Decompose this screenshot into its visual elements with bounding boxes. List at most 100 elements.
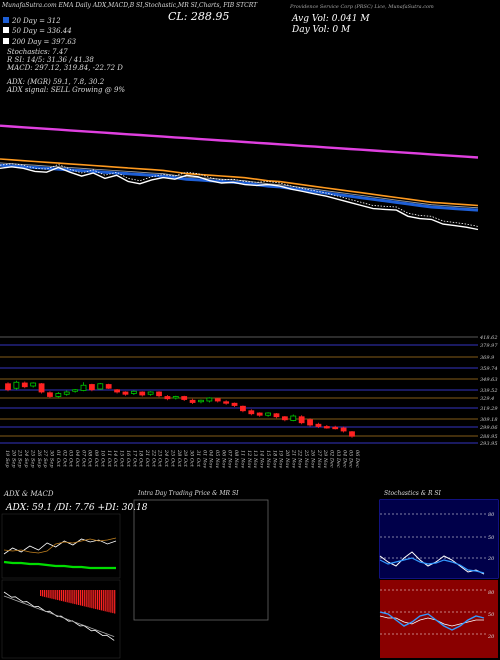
date-label: 30 Oct — [189, 450, 195, 468]
adx-panel-label: ADX: 59.1 /DI: 7.76 +DI: 30.18 — [6, 503, 148, 513]
macd-bar — [93, 590, 95, 609]
ema-grey-line-1 — [0, 162, 479, 209]
candle-body — [214, 398, 221, 402]
fib-label: 379.97 — [480, 343, 498, 349]
macd-bar — [49, 590, 51, 599]
sma20-swatch — [3, 17, 9, 23]
fib-label: 418.62 — [479, 335, 498, 341]
macd-bar — [45, 590, 47, 598]
fib-label: 369.9 — [480, 355, 495, 361]
candle-body — [105, 384, 112, 389]
adx-lines — [3, 537, 117, 570]
macd-bar — [102, 590, 104, 611]
macd-bar — [91, 590, 93, 609]
sma100-line — [0, 158, 479, 207]
sma200-text: 200 Day = 397.63 — [12, 38, 77, 46]
stochastics-bg — [380, 500, 498, 578]
date-label: 20 Nov — [284, 449, 290, 468]
candles — [5, 380, 355, 438]
date-label: 08 Nov — [233, 450, 239, 468]
candle-body — [13, 381, 20, 389]
date-label: 19 Nov — [278, 450, 284, 468]
date-label: 11 Nov — [239, 450, 245, 468]
candle-body — [139, 391, 146, 396]
macd-bar — [112, 590, 114, 614]
macd-bar — [100, 590, 102, 611]
candle-body — [72, 389, 79, 392]
date-label: 15 Nov — [265, 450, 271, 468]
indicators-bar: MunafaSutra.com EMA Daily ADX,MACD,B SI,… — [2, 2, 258, 9]
date-label: 18 Oct — [138, 450, 144, 468]
candle-body — [281, 416, 288, 421]
candle-body — [332, 426, 339, 430]
date-label: 04 Nov — [208, 450, 214, 468]
macd-bar — [47, 590, 49, 598]
candle-body — [231, 402, 238, 406]
candle-body — [63, 391, 70, 395]
rsi-line — [379, 611, 485, 631]
stoch-d-line — [379, 557, 485, 574]
date-label: 21 Nov — [290, 449, 296, 468]
stoch-tick-20: 20 — [488, 556, 495, 562]
date-label: 20 Sep — [10, 449, 16, 468]
date-label: 18 Nov — [271, 450, 277, 468]
sma20-text: 20 Day = 312 — [12, 17, 61, 25]
date-label: 27 Sep — [42, 449, 48, 468]
legend-sma200: 200 Day = 397.63 — [3, 38, 76, 46]
sma50-text: 50 Day = 336.44 — [12, 27, 72, 35]
candle-body — [47, 392, 53, 397]
legend-sma50: 50 Day = 336.44 — [3, 27, 72, 35]
rsi-lines — [379, 589, 486, 635]
candle-body — [307, 419, 313, 426]
date-label: 06 Dec — [354, 450, 360, 468]
date-label: 30 Sep — [49, 450, 55, 468]
candle-body — [206, 397, 213, 402]
date-label: 23 Sep — [17, 449, 23, 468]
date-label: 26 Nov — [309, 449, 315, 468]
macd-bar — [83, 590, 85, 607]
date-label: 29 Oct — [182, 449, 188, 468]
macd-bar — [55, 590, 57, 600]
date-label: 25 Oct — [169, 449, 175, 468]
intraday-panel-title: Intra Day Trading Price & MR SI — [138, 490, 239, 497]
stoch-panel-title: Stochastics & R SI — [384, 490, 441, 497]
fib-levels: 418.62 379.97 369.9 359.74 349.63 339.52 329.4… — [0, 335, 498, 447]
date-axis: 19 Sep 20 Sep 23 Sep 24 Sep 25 Sep 26 Sep 27 S… — [4, 449, 360, 468]
date-label: 04 Dec — [341, 450, 347, 468]
date-label: 19 Sep — [4, 450, 10, 468]
stoch-tick-80: 80 — [488, 512, 495, 518]
macd-bar — [89, 590, 91, 608]
date-label: 11 Oct — [106, 450, 112, 468]
legend-sma20: 20 Day = 312 — [3, 17, 61, 25]
macd-bar — [85, 590, 87, 607]
candle-body — [340, 427, 347, 432]
close-sub: Providence Service Corp (PRSC) Lice, Mun… — [290, 4, 434, 10]
day-vol: Day Vol: 0 M — [292, 25, 351, 35]
date-label: 04 Oct — [74, 450, 80, 468]
macd-bar — [59, 590, 61, 601]
date-label: 03 Dec — [335, 450, 341, 468]
sma20-line — [0, 166, 479, 231]
fib-label: 299.06 — [479, 425, 498, 431]
date-label: 27 Nov — [316, 449, 322, 468]
macd-bar — [95, 590, 97, 610]
macd-bar — [53, 590, 55, 600]
macd-bar — [43, 590, 45, 597]
candle-body — [122, 391, 129, 395]
candle-body — [38, 383, 45, 393]
adx-green-line — [3, 560, 116, 570]
date-label: 22 Nov — [297, 449, 303, 468]
rsi-tick-20: 20 — [488, 634, 495, 640]
sma200-swatch — [3, 38, 9, 44]
rsi-tick-80: 80 — [488, 590, 495, 596]
candle-body — [198, 399, 204, 403]
date-label: 21 Oct — [144, 449, 150, 468]
candle-body — [55, 393, 62, 397]
fib-label: 309.18 — [480, 417, 498, 423]
date-label: 08 Oct — [87, 450, 93, 468]
date-label: 24 Oct — [163, 449, 169, 468]
candle-body — [172, 396, 179, 399]
macd-bar — [62, 590, 64, 602]
date-label: 05 Dec — [348, 450, 354, 468]
